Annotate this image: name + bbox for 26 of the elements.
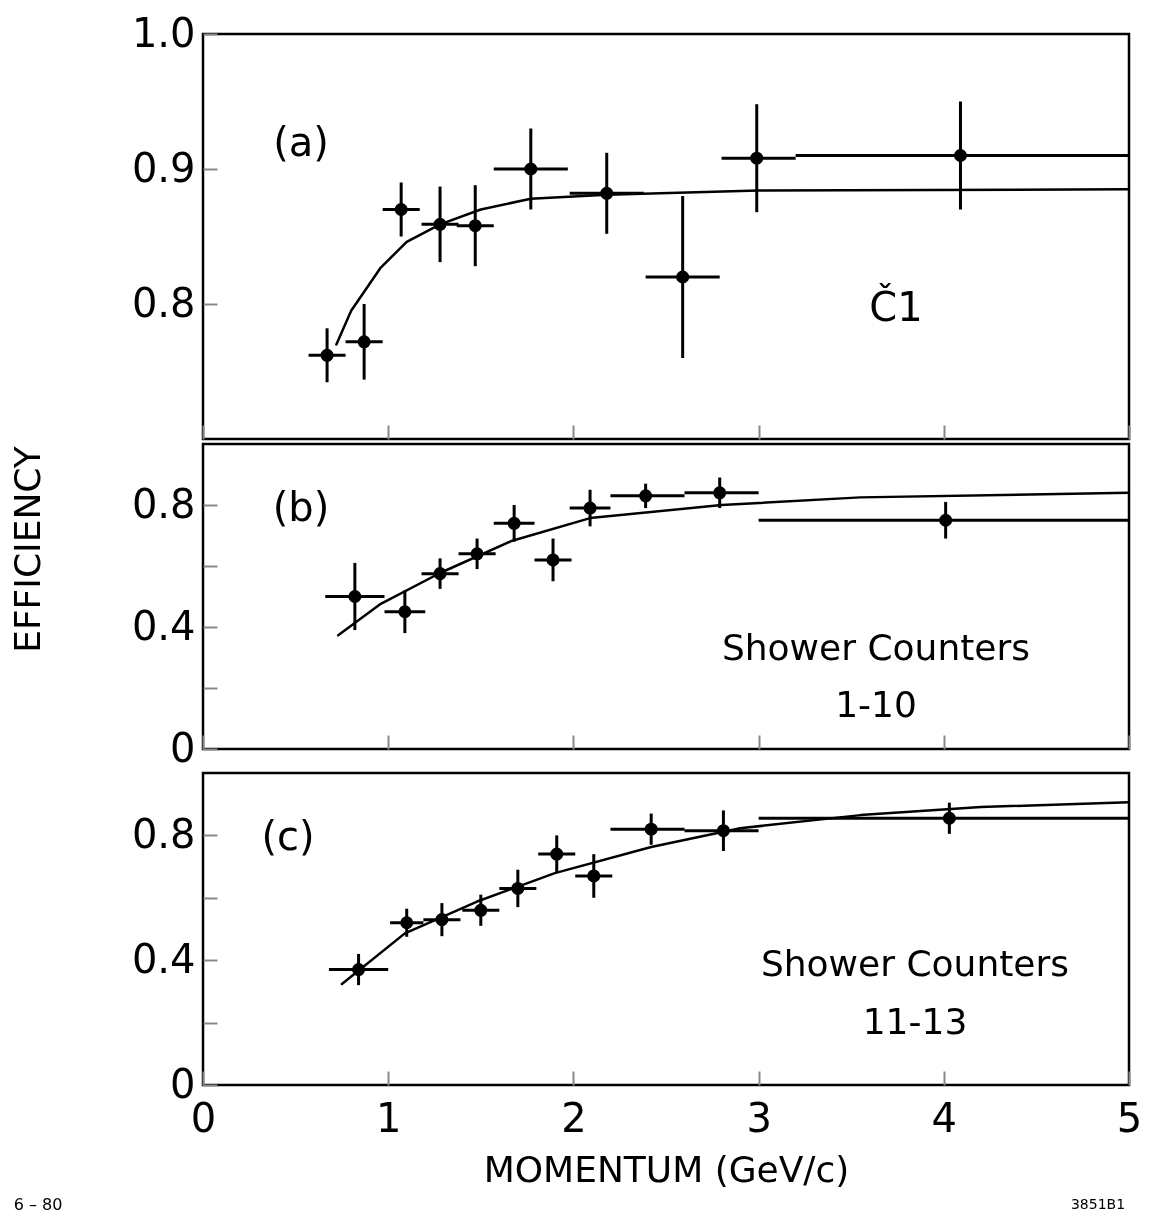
x-tick-label: 3 <box>746 1094 772 1141</box>
annotation: 1-10 <box>835 684 917 725</box>
x-axis-title: MOMENTUM (GeV/c) <box>483 1148 850 1190</box>
y-tick-label: 0.4 <box>131 935 196 982</box>
text: 3851B1 <box>1070 1196 1126 1212</box>
x-tick-label: 1 <box>375 1094 402 1141</box>
y-tick-label: 0 <box>170 1060 196 1107</box>
y-tick-label: 0.4 <box>131 602 196 649</box>
x-tick-label: 5 <box>1116 1094 1143 1141</box>
annotation: (b) <box>272 484 330 530</box>
x-tick-label: 4 <box>931 1094 958 1141</box>
y-tick-label: 0 <box>170 724 196 771</box>
y-tick-label: 0.9 <box>131 144 196 191</box>
annotation: (a) <box>273 119 329 165</box>
text: 6 – 80 <box>13 1195 63 1214</box>
annotation: 11-13 <box>862 1001 968 1042</box>
y-tick-label: 0.8 <box>131 480 196 527</box>
annotation: Shower Counters <box>760 943 1070 984</box>
x-tick-label: 2 <box>561 1094 587 1141</box>
annotation: Č1 <box>869 283 923 330</box>
y-tick-label: 0.8 <box>131 810 196 857</box>
y-tick-label: 0.8 <box>131 279 196 326</box>
annotation: (c) <box>261 813 315 859</box>
annotation: Shower Counters <box>721 627 1031 668</box>
y-tick-label: 1.0 <box>131 9 196 56</box>
y-axis-title: EFFICIENCY <box>6 445 48 653</box>
